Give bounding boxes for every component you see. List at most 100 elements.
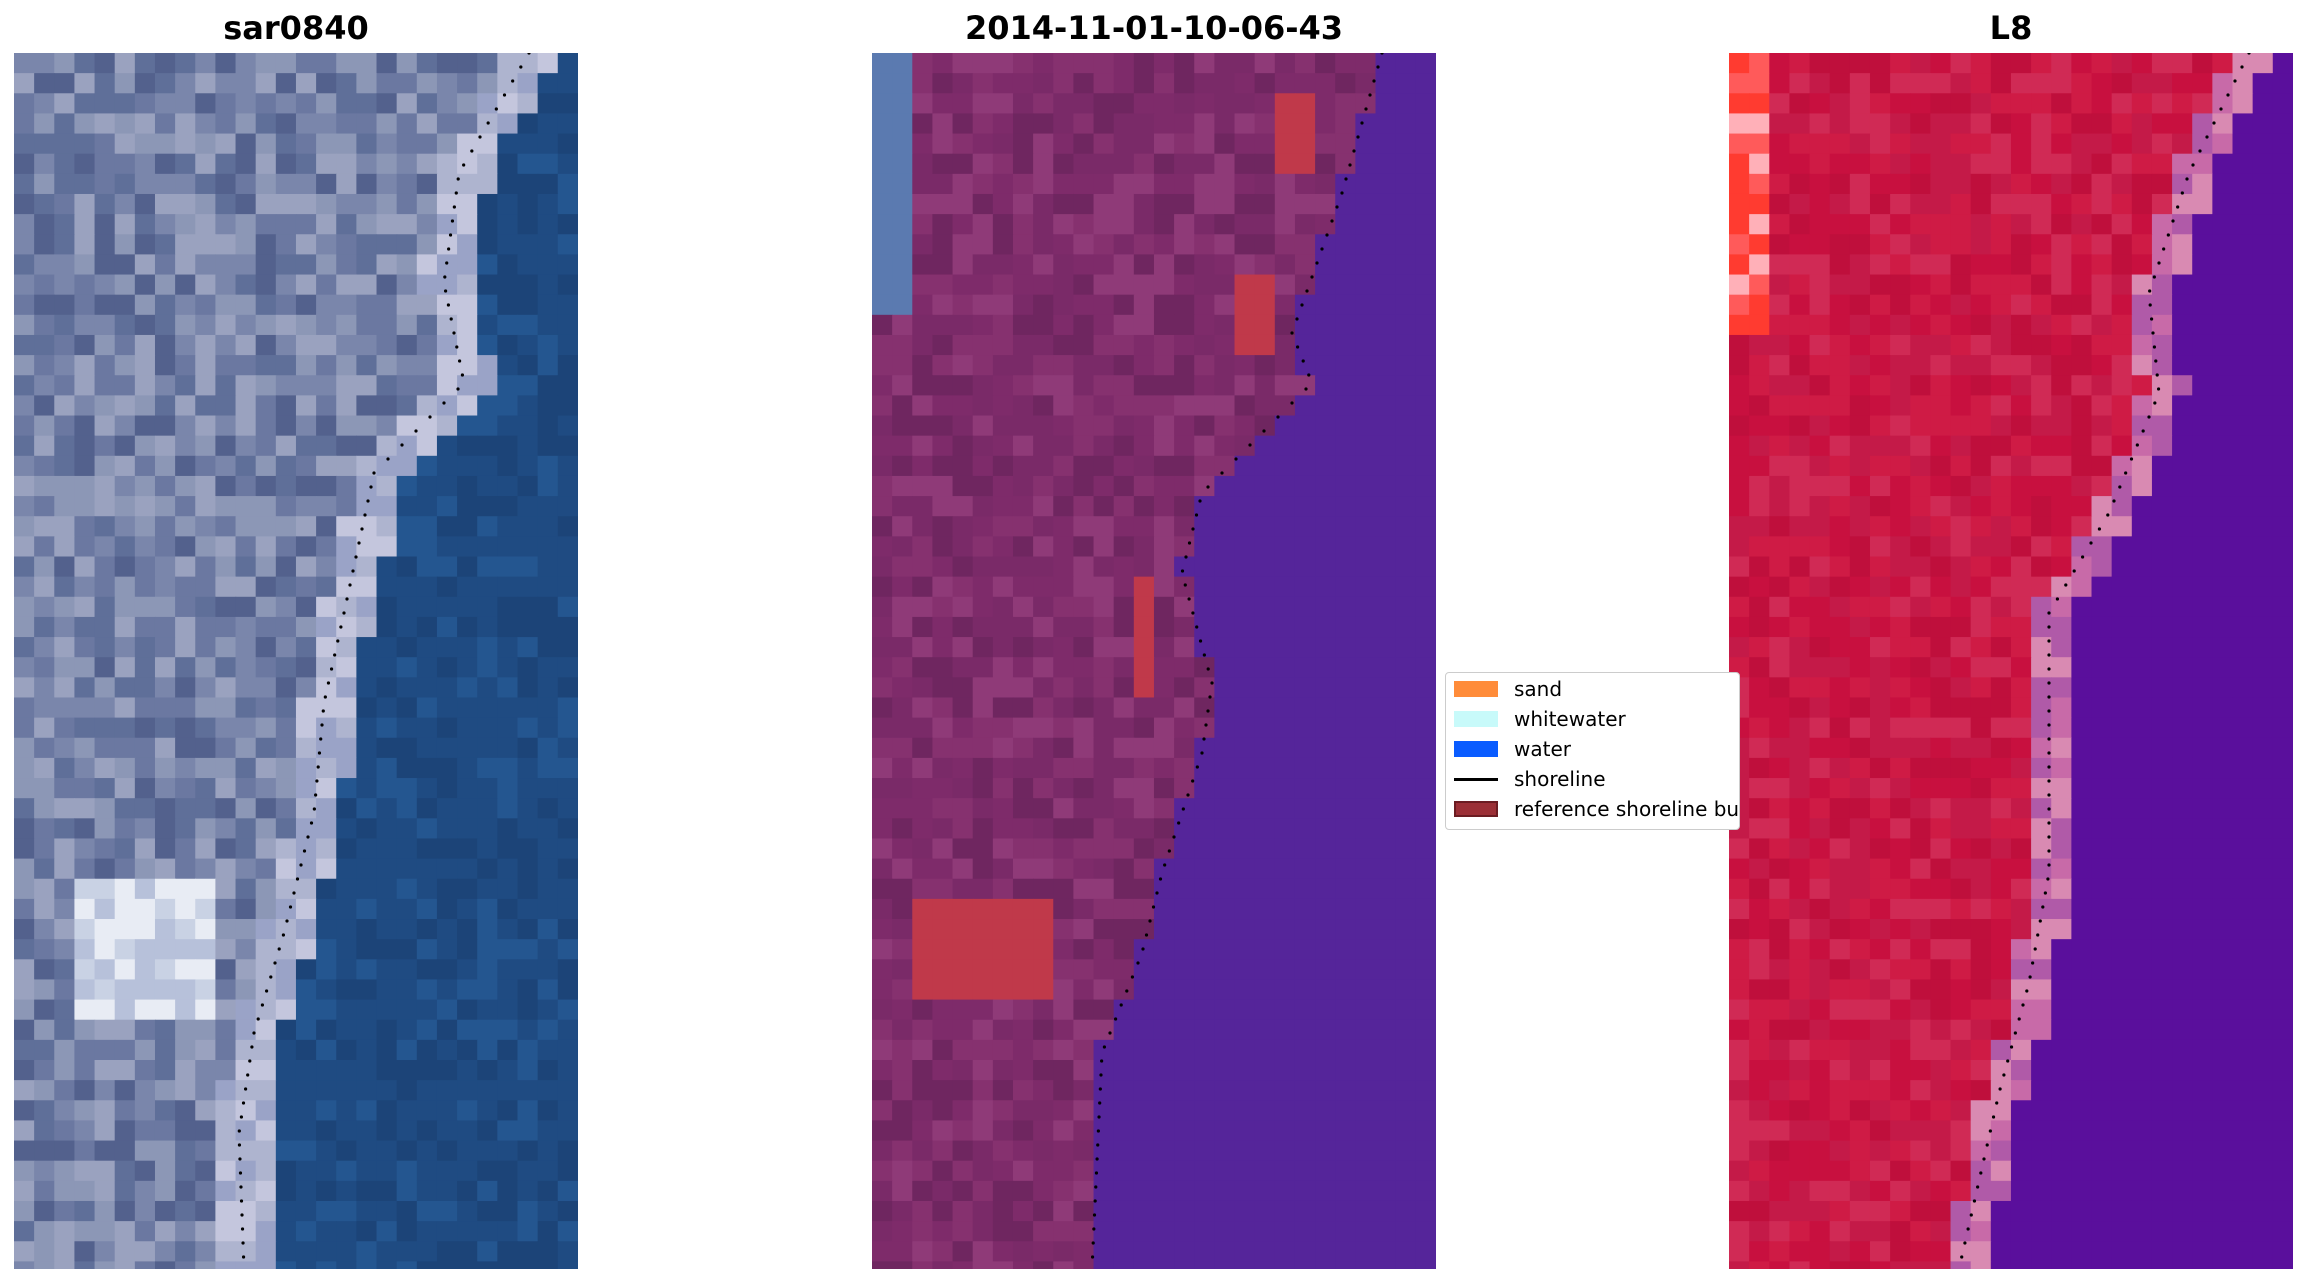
pixel-cell [1234, 959, 1256, 981]
pixel-cell [1355, 93, 1377, 115]
pixel-cell [1012, 1080, 1034, 1101]
shoreline-dot [444, 289, 448, 293]
pixel-cell [1174, 717, 1195, 739]
pixel-cell [14, 798, 35, 819]
pixel-cell [1315, 475, 1336, 497]
pixel-cell [1809, 939, 1831, 960]
pixel-cell [1869, 576, 1891, 598]
pixel-cell [2232, 455, 2254, 477]
pixel-cell [34, 536, 55, 558]
pixel-cell [54, 818, 76, 840]
pixel-cell [457, 1140, 478, 1162]
pixel-cell [1910, 375, 1931, 396]
pixel-cell [1012, 818, 1034, 840]
pixel-cell [2192, 898, 2213, 920]
pixel-cell [1133, 919, 1155, 940]
pixel-cell [416, 153, 438, 175]
pixel-cell [2071, 536, 2093, 558]
pixel-cell [295, 1241, 317, 1262]
pixel-cell [1375, 73, 1397, 94]
pixel-cell [1970, 657, 1992, 678]
pixel-cell [1829, 214, 1851, 235]
pixel-cell [1012, 475, 1034, 497]
pixel-cell [1274, 939, 1296, 960]
pixel-cell [376, 334, 398, 356]
pixel-cell [1012, 999, 1034, 1021]
pixel-cell [74, 657, 96, 678]
pixel-cell [912, 818, 934, 840]
pixel-cell [14, 1221, 35, 1242]
pixel-cell [2091, 737, 2113, 759]
pixel-cell [54, 898, 76, 920]
pixel-cell [497, 1200, 519, 1222]
pixel-cell [1749, 757, 1770, 779]
pixel-cell [557, 475, 578, 497]
pixel-cell [114, 1080, 136, 1101]
pixel-cell [1355, 355, 1377, 376]
pixel-cell [2010, 314, 2032, 336]
pixel-cell [892, 254, 913, 276]
pixel-cell [74, 778, 96, 799]
pixel-cell [1335, 1261, 1356, 1269]
pixel-cell [2051, 898, 2072, 920]
pixel-cell [154, 1200, 176, 1222]
pixel-cell [134, 234, 156, 255]
pixel-cell [1315, 294, 1336, 316]
pixel-cell [1335, 778, 1356, 799]
pixel-cell [356, 959, 378, 981]
pixel-cell [1012, 254, 1034, 276]
pixel-cell [2010, 516, 2032, 537]
pixel-cell [1970, 778, 1992, 799]
pixel-cell [2031, 415, 2052, 437]
pixel-cell [2051, 737, 2072, 759]
pixel-cell [114, 878, 136, 900]
shoreline-dot [312, 807, 316, 811]
pixel-cell [1749, 939, 1770, 960]
pixel-cell [114, 717, 136, 739]
pixel-cell [1093, 737, 1115, 759]
pixel-cell [1395, 173, 1417, 195]
pixel-cell [1890, 898, 1911, 920]
pixel-cell [932, 616, 954, 638]
pixel-cell [1214, 757, 1236, 779]
pixel-cell [34, 516, 55, 537]
pixel-cell [1415, 999, 1436, 1021]
pixel-cell [1234, 778, 1256, 799]
pixel-cell [1789, 858, 1811, 880]
pixel-cell [952, 697, 974, 719]
pixel-cell [215, 53, 237, 74]
pixel-cell [215, 798, 237, 819]
pixel-cell [134, 435, 156, 457]
pixel-cell [537, 73, 559, 94]
pixel-cell [154, 153, 176, 175]
pixel-cell [1950, 657, 1972, 678]
pixel-cell [74, 133, 96, 155]
pixel-cell [1073, 596, 1095, 618]
pixel-cell [1153, 214, 1175, 235]
pixel-cell [235, 355, 257, 376]
shoreline-dot [1144, 933, 1149, 937]
pixel-cell [1294, 395, 1316, 417]
pixel-cell [255, 93, 277, 115]
pixel-cell [1910, 355, 1931, 376]
pixel-cell [952, 677, 974, 699]
pixel-cell [336, 657, 357, 678]
pixel-cell [557, 415, 578, 437]
pixel-cell [517, 1140, 539, 1162]
pixel-cell [1849, 93, 1871, 115]
pixel-cell [235, 919, 257, 940]
pixel-cell [275, 1180, 297, 1202]
pixel-cell [275, 173, 297, 195]
pixel-cell [175, 737, 196, 759]
pixel-cell [517, 254, 539, 276]
pixel-cell [94, 838, 116, 860]
pixel-cell [912, 1261, 934, 1269]
pixel-cell [94, 677, 116, 699]
pixel-cell [1729, 395, 1750, 417]
pixel-cell [1910, 113, 1931, 135]
pixel-cell [2010, 53, 2032, 74]
pixel-cell [416, 737, 438, 759]
pixel-cell [952, 898, 974, 920]
pixel-cell [1234, 1120, 1256, 1142]
pixel-cell [1335, 395, 1356, 417]
